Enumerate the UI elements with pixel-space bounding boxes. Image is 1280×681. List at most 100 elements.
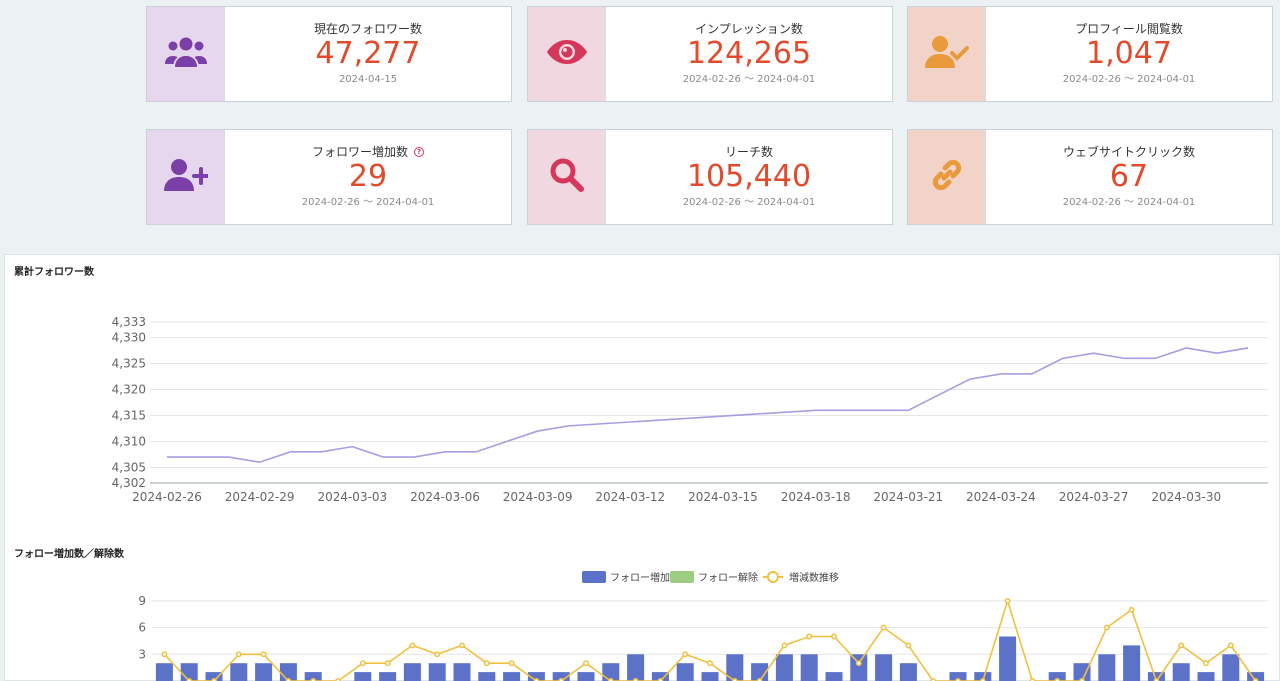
x-tick-label: 2024-03-30 [1151,490,1221,504]
trend-point [731,678,738,681]
legend-swatch-marker[interactable] [767,571,779,583]
eye-icon [546,38,588,70]
y-tick-label: 4,320 [112,383,146,397]
trend-point [930,678,937,681]
bar-follow-increase [676,663,694,681]
cumulative-followers-chart: 4,333 4,330 4,325 4,320 4,315 4,310 4,305 4,302… [112,315,1268,504]
bar-follow-increase [1172,663,1190,681]
stat-date-range: 2024-04-15 [338,74,398,85]
bar-follow-increase [899,663,917,681]
stat-label-row: インプレッション数 [695,21,803,37]
bar-follow-increase [1073,663,1091,681]
trend-point [806,633,813,640]
trend-point [508,660,515,667]
legend-label[interactable]: フォロー増加 [610,571,670,584]
bar-follow-increase [503,672,521,681]
bar-follow-increase [527,672,545,681]
trend-point [979,678,986,681]
bar-follow-increase [627,654,645,681]
stat-date-range: 2024-02-26 〜 2024-04-01 [682,74,816,85]
trend-point [359,660,366,667]
trend-point [310,678,317,681]
trend-point [211,678,217,681]
bar-follow-increase [577,672,595,681]
trend-point [235,651,242,658]
stat-label: インプレッション数 [695,22,803,36]
legend-swatch[interactable] [582,571,606,583]
trend-point [558,678,565,681]
x-tick-label: 2024-03-15 [688,490,758,504]
help-icon[interactable]: ? [414,147,424,157]
x-tick-label: 2024-03-27 [1059,490,1129,504]
trend-point [905,642,912,649]
y-tick-label: 4,333 [112,315,146,329]
stat-icon-box [528,130,606,224]
stat-label-row: プロフィール閲覧数 [1075,21,1183,37]
stat-date-range: 2024-02-26 〜 2024-04-01 [301,197,435,208]
trend-point [1079,678,1085,681]
series-line-trend [163,598,1257,681]
stat-card: プロフィール閲覧数 1,047 2024-02-26 〜 2024-04-01 [907,6,1273,102]
y-tick-label: 4,325 [112,357,146,371]
y-tick-label: 4,330 [112,331,146,345]
legend-swatch[interactable] [670,571,694,583]
trend-point [1203,660,1209,667]
stat-date-range: 2024-02-26 〜 2024-04-01 [1062,74,1196,85]
bar-follow-increase [428,663,446,681]
bar-follow-increase [552,672,570,681]
trend-point [260,651,267,658]
bar-follow-increase [602,663,620,681]
stat-icon-box [908,130,986,224]
stat-value: 47,277 [315,36,421,71]
trend-point [756,678,763,681]
bar-follow-increase [800,654,818,681]
y-tick-label: 4,302 [112,476,146,490]
trend-point [335,678,341,681]
stat-label-row: ウェブサイトクリック数 [1063,144,1195,160]
stat-label: フォロワー増加数 [311,145,408,159]
trend-point [955,678,961,681]
bar-follow-increase [1247,672,1265,681]
y-tick-label: 6 [138,621,146,635]
series-line-cumulative-followers [167,347,1249,464]
legend-label[interactable]: フォロー解除 [698,571,758,584]
bar-follow-increase [304,672,322,681]
bar-follow-increase [850,654,868,681]
x-tick-label: 2024-03-12 [595,490,665,504]
trend-point [186,678,193,681]
stat-value: 67 [1109,159,1149,194]
y-tick-label: 4,315 [112,408,146,422]
trend-point [285,678,292,681]
stat-icon-box [147,130,225,224]
trend-point [434,651,441,658]
stat-label: 現在のフォロワー数 [313,22,422,36]
bar-follow-increase [1147,672,1165,681]
stat-label-row: リーチ数 [725,144,773,160]
stat-label-row: 現在のフォロワー数 [314,21,422,37]
stat-value: 1,047 [1086,36,1172,71]
stat-label: リーチ数 [724,145,773,159]
bar-follow-increase [1048,672,1066,681]
x-tick-label: 2024-03-06 [410,490,480,504]
stat-label: ウェブサイトクリック数 [1062,145,1195,159]
x-tick-label: 2024-02-26 [132,490,202,504]
bar-follow-increase [726,654,744,681]
trend-point [1029,678,1036,681]
x-tick-label: 2024-03-03 [317,490,387,504]
trend-point [707,660,713,667]
users-group-icon [164,35,208,73]
legend-label[interactable]: 増減数推移 [789,571,839,584]
y-tick-label: 3 [138,647,146,661]
bar-follow-increase [775,654,793,681]
trend-point [1178,642,1185,649]
stat-date-range: 2024-02-26 〜 2024-04-01 [682,197,816,208]
x-tick-label: 2024-03-18 [781,490,851,504]
stat-label: プロフィール閲覧数 [1075,22,1183,36]
bar-follow-increase [255,663,273,681]
trend-point [1128,606,1135,613]
stat-value: 29 [348,159,388,194]
trend-point [1054,678,1061,681]
bar-follow-increase [230,663,248,681]
stat-value: 124,265 [686,36,812,71]
trend-point [161,651,168,658]
